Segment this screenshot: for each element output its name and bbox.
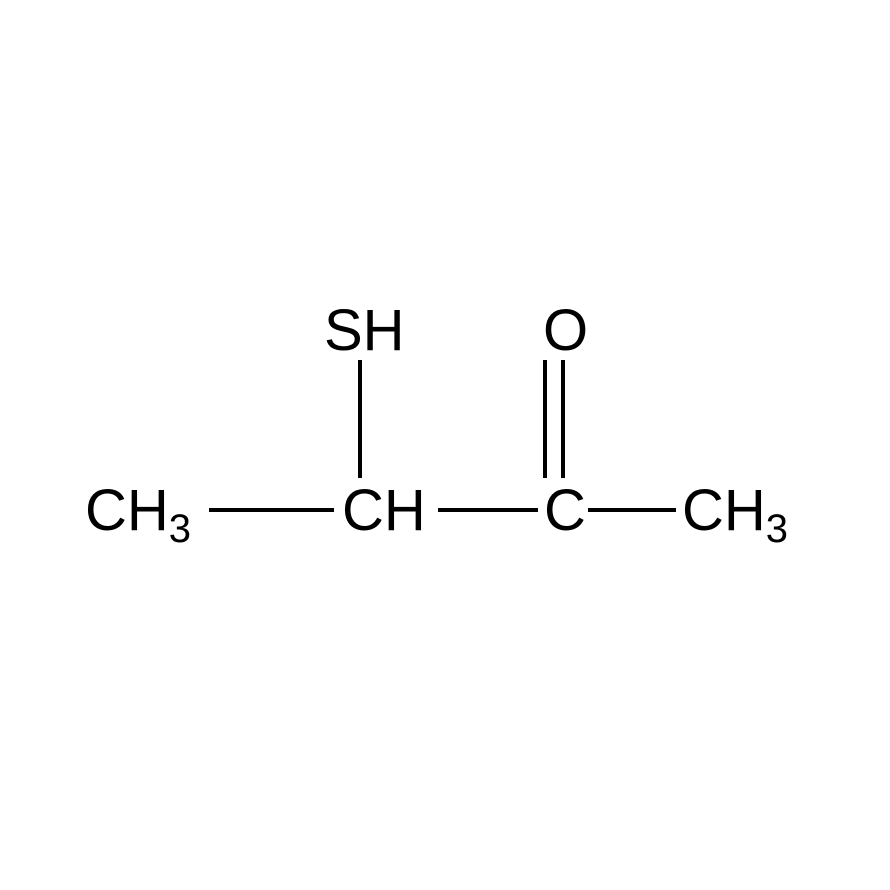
atom-label-sh: SH (324, 298, 405, 363)
molecule-diagram: CH3 CH SH C O CH3 (0, 0, 890, 890)
atom-label-ch_center: CH (342, 478, 426, 543)
atom-label-c_carbonyl: C (544, 478, 586, 543)
atom-label-o: O (543, 298, 588, 363)
atom-label-ch3_right: CH3 (682, 478, 788, 551)
atom-label-ch3_left: CH3 (85, 478, 191, 551)
